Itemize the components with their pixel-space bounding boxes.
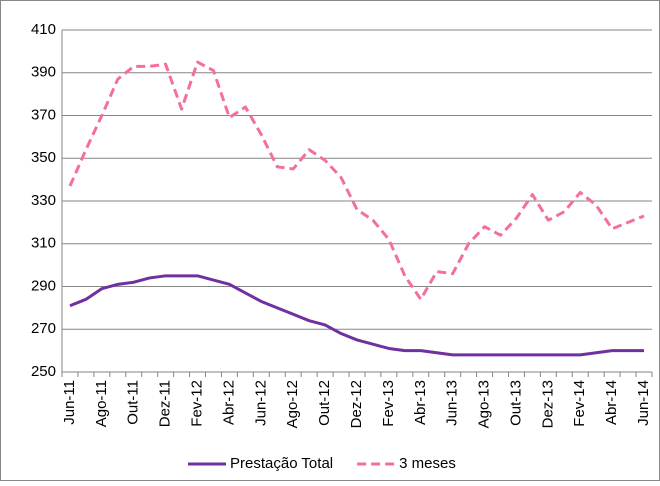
x-tick-label: Jun-13 xyxy=(444,380,461,426)
x-tick-label: Abr-13 xyxy=(412,380,429,425)
x-tick-label: Abr-14 xyxy=(603,380,620,425)
series-line xyxy=(68,60,645,301)
x-tick-label: Fev-12 xyxy=(189,380,206,427)
y-tick-label: 250 xyxy=(31,363,56,380)
x-tick-label: Ago-12 xyxy=(284,380,301,428)
y-tick-label: 410 xyxy=(31,21,56,38)
y-tick-label: 370 xyxy=(31,106,56,123)
y-tick-label: 310 xyxy=(31,235,56,252)
x-tick-label: Jun-11 xyxy=(61,380,78,425)
legend-label: 3 meses xyxy=(399,455,456,472)
y-tick-label: 330 xyxy=(31,192,56,209)
x-tick-label: Out-13 xyxy=(507,380,524,426)
x-tick-label: Abr-12 xyxy=(220,380,237,425)
x-tick-label: Ago-11 xyxy=(93,380,110,427)
y-tick-label: 350 xyxy=(31,149,56,166)
x-tick-label: Dez-12 xyxy=(348,380,365,428)
x-tick-label: Dez-13 xyxy=(539,380,556,428)
series-line xyxy=(69,274,645,357)
x-tick-label: Out-11 xyxy=(125,380,142,425)
y-tick-label: 270 xyxy=(31,320,56,337)
x-tick-label: Jun-12 xyxy=(252,380,269,426)
y-tick-label: 290 xyxy=(31,277,56,294)
x-tick-label: Jun-14 xyxy=(635,380,652,426)
y-tick-label: 390 xyxy=(31,64,56,81)
x-tick-label: Out-12 xyxy=(316,380,333,426)
x-tick-label: Fev-13 xyxy=(380,380,397,427)
x-tick-label: Dez-11 xyxy=(157,380,174,427)
x-tick-label: Ago-13 xyxy=(476,380,493,428)
x-tick-label: Fev-14 xyxy=(571,380,588,427)
legend-label: Prestação Total xyxy=(230,455,333,472)
